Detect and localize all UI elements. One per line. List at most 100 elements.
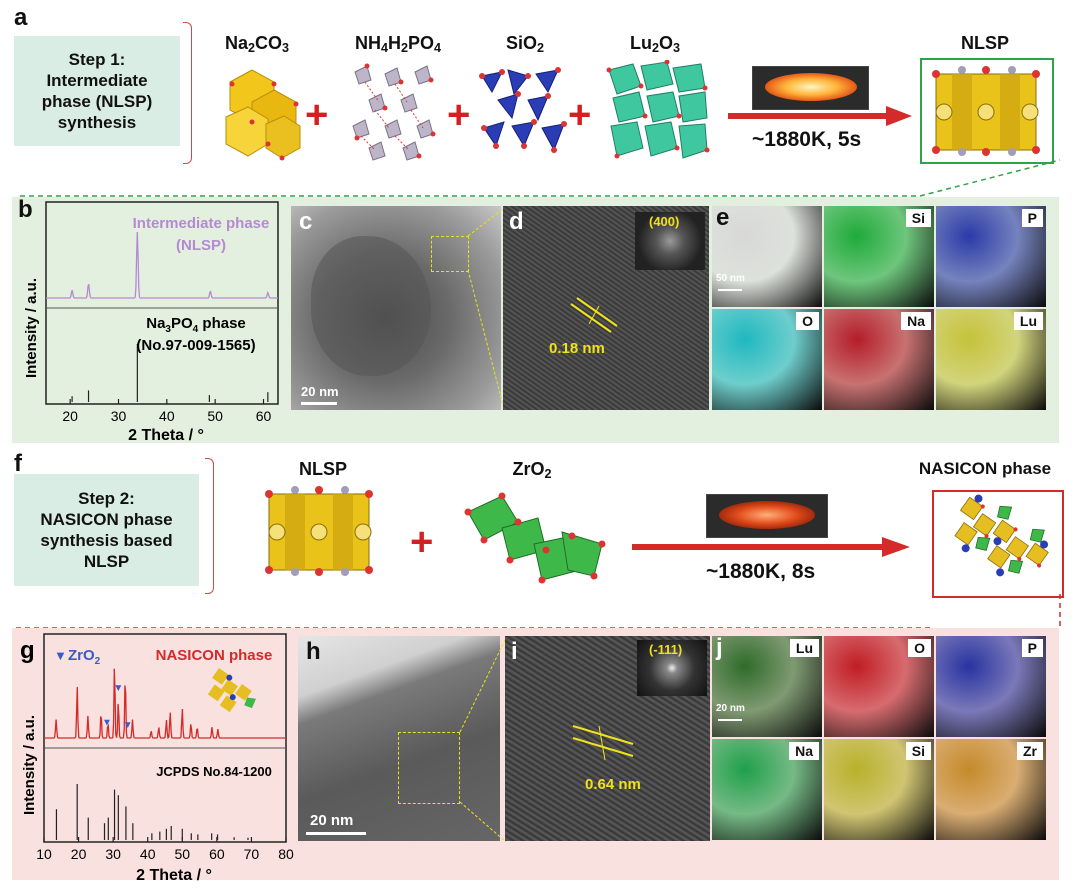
fft-inset-2: [637, 640, 707, 696]
zoom-lines-c: [467, 207, 505, 410]
panel-letter: j: [716, 636, 723, 661]
hrtem-image-d: d (400) 0.18 nm: [503, 206, 709, 410]
chart-b-xlabel: 2 Theta / °: [128, 427, 204, 444]
panel-f-letter: f: [14, 450, 22, 477]
eds-map-label: O: [908, 639, 931, 657]
x-tick-label: 30: [111, 408, 127, 424]
eds-map-na: Na: [824, 309, 934, 410]
eds-map-label: Zr: [1017, 742, 1043, 760]
eds-map-p: P: [936, 636, 1046, 737]
zoom-lines-h: [459, 637, 507, 843]
panel-g-letter: g: [20, 637, 35, 664]
scale-bar: [301, 402, 337, 405]
chart-b-top-label-2: (NLSP): [176, 237, 226, 254]
x-tick-label: 10: [36, 846, 52, 862]
plus-sign: +: [447, 93, 471, 137]
eds-map-label: Si: [905, 209, 931, 227]
plus-sign: +: [410, 520, 434, 564]
lattice-spacing-label: 0.18 nm: [549, 340, 605, 357]
eds-map-label: Si: [905, 742, 931, 760]
eds-map-na: Na: [712, 739, 822, 840]
nlsp-structure-box: [920, 58, 1054, 164]
x-tick-label: 30: [105, 846, 121, 862]
tem-image-c: c 20 nm: [291, 206, 501, 410]
x-tick-label: 40: [140, 846, 156, 862]
sio2-structure-image: [479, 67, 567, 153]
x-tick-label: 70: [244, 846, 260, 862]
connector-lines-2: [16, 594, 1061, 629]
fft-label-2: (-111): [649, 642, 683, 657]
hrtem-image-i: i (-111) 0.64 nm: [505, 636, 710, 841]
scale-bar: [718, 288, 742, 291]
chart-b-bottom-label: Na3PO4 phase: [146, 315, 246, 335]
x-tick-label: 40: [159, 408, 175, 424]
eds-map-o: O: [712, 309, 822, 410]
eds-map-p: P: [936, 206, 1046, 307]
connector-lines-1: [20, 159, 1061, 197]
nasicon-structure-box: [932, 490, 1064, 598]
chart-g-top-label: NASICON phase: [156, 647, 273, 664]
plot-frame: [45, 201, 279, 405]
step2-brace: [205, 458, 214, 594]
eds-map-si: Si: [824, 739, 934, 840]
condition-step1: ~1880K, 5s: [752, 128, 862, 151]
furnace-photo: [752, 66, 869, 110]
chart-g-xlabel: 2 Theta / °: [136, 867, 212, 884]
reagent-nlsp-label: NLSP: [298, 459, 347, 479]
panel-a-letter: a: [14, 4, 28, 31]
eds-map-label: Lu: [1013, 312, 1043, 330]
nasicon-structure-image: [954, 494, 1049, 577]
chart-b-top-label: Intermediate phase: [133, 215, 270, 232]
zro2-marker-legend: ▼: [54, 648, 67, 663]
plus-sign: +: [305, 93, 329, 137]
chart-g-ylabel: Intensity / a.u.: [21, 715, 38, 815]
panel-i-letter: i: [511, 638, 518, 665]
fft-inset: [635, 212, 705, 270]
nh4h2po4-structure-image: [352, 63, 436, 161]
x-tick-label: 80: [278, 846, 294, 862]
eds-map-zr: Zr: [936, 739, 1046, 840]
furnace-photo-2: [706, 494, 828, 538]
scale-label-2: 20 nm: [310, 812, 354, 829]
reagent-zro2-label: ZrO2: [512, 459, 552, 482]
eds-map-label: O: [796, 312, 819, 330]
lattice-spacing-marker: [570, 297, 618, 333]
product-nlsp-label: NLSP: [960, 33, 1009, 53]
x-tick-label: 50: [174, 846, 190, 862]
chart-b-ylabel: Intensity / a.u.: [23, 278, 40, 378]
step1-brace: [183, 22, 192, 164]
panel-d-letter: d: [509, 208, 524, 235]
reaction-arrow-2: [632, 537, 910, 557]
xrd-chart-g: 10 20 30 40 50 60 70 80 ▼ ▼ ▼ Intensity / a.u. 2 T…: [20, 633, 294, 884]
condition-step2: ~1880K, 8s: [706, 560, 816, 583]
nlsp-structure-image: [932, 66, 1040, 156]
scale-label: 50 nm: [716, 272, 745, 284]
reagent-sio2-label: SiO2: [505, 33, 545, 56]
zoom-region-box: [431, 236, 469, 272]
reagent-na2co3-label: Na2CO3: [224, 33, 290, 56]
eds-map-label: Na: [789, 742, 819, 760]
step2-box: Step 2: NASICON phase synthesis based NL…: [14, 474, 199, 586]
zro2-structure-image: [464, 492, 606, 584]
zro2-peak-marker: ▼: [123, 720, 133, 731]
lattice-spacing-label-2: 0.64 nm: [585, 776, 641, 793]
lu2o3-structure-image: [606, 60, 710, 159]
chart-b-bottom-label-2: (No.97-009-1565): [136, 337, 255, 354]
eds-map-lu: Lu j 20 nm: [712, 636, 822, 737]
scale-label: 20 nm: [716, 702, 745, 714]
fft-label: (400): [649, 214, 680, 229]
x-tick-label: 20: [62, 408, 78, 424]
reaction-arrow-1: [728, 106, 912, 126]
x-tick-label: 60: [256, 408, 272, 424]
reagent-nh4h2po4-label: NH4H2PO4: [354, 33, 442, 56]
x-tick-label: 50: [207, 408, 223, 424]
tem-image-h: h 20 nm: [298, 636, 500, 841]
plus-sign: +: [568, 93, 592, 137]
panel-h-letter: h: [306, 638, 321, 665]
eds-map-o: O: [824, 636, 934, 737]
scale-bar-2: [306, 832, 366, 835]
product-nasicon-label: NASICON phase: [918, 459, 1052, 478]
panel-letter: e: [716, 206, 730, 231]
eds-map-lu: Lu: [936, 309, 1046, 410]
nlsp-structure-image-2: [265, 486, 373, 576]
